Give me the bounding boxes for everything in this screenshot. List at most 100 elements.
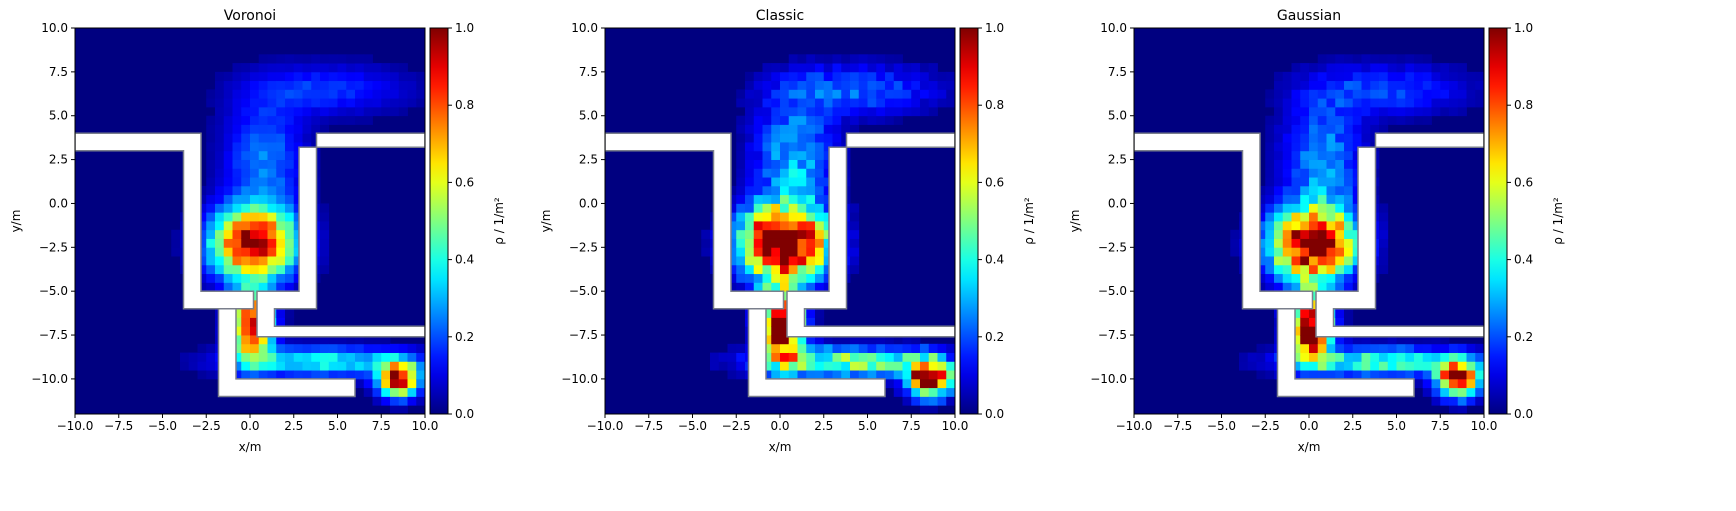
density-cell <box>1326 89 1336 99</box>
density-cell <box>806 133 816 143</box>
density-cell <box>1274 168 1284 178</box>
density-cell <box>267 256 277 266</box>
density-cell <box>1379 352 1389 362</box>
density-cell <box>232 124 242 134</box>
density-cell <box>1475 80 1484 90</box>
density-cell <box>1405 54 1415 64</box>
density-cell <box>1326 282 1336 292</box>
density-cell <box>1361 80 1371 90</box>
density-cell <box>1291 352 1301 362</box>
density-cell <box>788 98 798 108</box>
density-cell <box>398 378 408 389</box>
density-cell <box>258 71 268 82</box>
density-cell <box>753 71 763 82</box>
density-cell <box>276 150 286 160</box>
density-cell <box>276 115 286 125</box>
density-cell <box>390 89 400 99</box>
density-cell <box>1431 71 1441 82</box>
density-cell <box>1265 212 1275 222</box>
density-cell <box>215 159 225 169</box>
density-cell <box>1370 54 1380 64</box>
density-cell <box>762 229 772 239</box>
density-cell <box>902 98 912 108</box>
x-tick-label: 5.0 <box>858 419 877 433</box>
density-cell <box>1317 256 1327 266</box>
density-cell <box>771 185 781 196</box>
density-cell <box>1247 361 1257 371</box>
density-cell <box>806 54 816 64</box>
density-cell <box>232 71 242 82</box>
density-cell <box>771 352 781 362</box>
density-cell <box>232 115 242 125</box>
density-cell <box>850 54 860 64</box>
density-cell <box>258 282 268 292</box>
density-cell <box>1352 71 1362 82</box>
density-cell <box>788 221 798 231</box>
density-cell <box>701 247 711 257</box>
density-cell <box>346 89 356 99</box>
colorbar-label: ρ / 1/m² <box>1551 197 1565 245</box>
colorbar-tick-label: 0.6 <box>985 175 1004 189</box>
density-cell <box>780 63 790 73</box>
density-cell <box>258 352 268 362</box>
density-cell <box>1466 378 1476 389</box>
density-cell <box>858 98 868 108</box>
density-cell <box>1422 387 1432 397</box>
density-cell <box>285 256 295 266</box>
density-cell <box>363 71 373 82</box>
density-cell <box>1422 54 1432 64</box>
density-cell <box>1291 89 1301 99</box>
density-cell <box>346 335 356 345</box>
x-tick-label: −2.5 <box>192 419 221 433</box>
density-cell <box>241 150 251 160</box>
density-cell <box>771 264 781 275</box>
density-cell <box>1344 256 1354 266</box>
density-cell <box>1387 89 1397 99</box>
density-cell <box>1265 194 1275 204</box>
density-cell <box>215 142 225 152</box>
density-cell <box>1230 229 1240 239</box>
density-cell <box>745 185 755 196</box>
density-cell <box>398 106 408 117</box>
density-cell <box>841 115 851 125</box>
density-cell <box>753 264 763 275</box>
density-cell <box>311 335 321 345</box>
density-cell <box>328 80 338 90</box>
chart-title: Classic <box>756 8 804 24</box>
density-cell <box>302 335 312 345</box>
density-cell <box>346 361 356 371</box>
density-cell <box>390 98 400 108</box>
density-cell <box>1265 229 1275 239</box>
density-cell <box>232 221 242 231</box>
density-cell <box>215 247 225 257</box>
density-cell <box>1335 194 1345 204</box>
density-cell <box>1335 282 1345 292</box>
density-cell <box>398 387 408 397</box>
density-cell <box>928 352 938 362</box>
density-cell <box>1344 54 1354 64</box>
density-cell <box>320 63 330 73</box>
density-cell <box>1291 194 1301 204</box>
density-cell <box>1282 98 1292 108</box>
density-cell <box>1256 361 1266 371</box>
density-cell <box>736 264 746 275</box>
density-cell <box>1449 396 1459 406</box>
density-cell <box>1317 168 1327 178</box>
density-cell <box>1309 177 1319 187</box>
density-cell <box>258 168 268 178</box>
density-cell <box>885 89 895 99</box>
density-cell <box>797 238 807 248</box>
density-cell <box>815 352 825 362</box>
density-cell <box>1449 89 1459 99</box>
density-cell <box>241 264 251 275</box>
density-cell <box>285 335 295 345</box>
density-cell <box>832 115 842 125</box>
density-cell <box>727 238 737 248</box>
density-cell <box>337 80 347 90</box>
density-cell <box>850 370 860 380</box>
density-cell <box>1352 54 1362 64</box>
density-cell <box>928 106 938 117</box>
density-cell <box>806 273 816 283</box>
density-cell <box>788 370 798 380</box>
